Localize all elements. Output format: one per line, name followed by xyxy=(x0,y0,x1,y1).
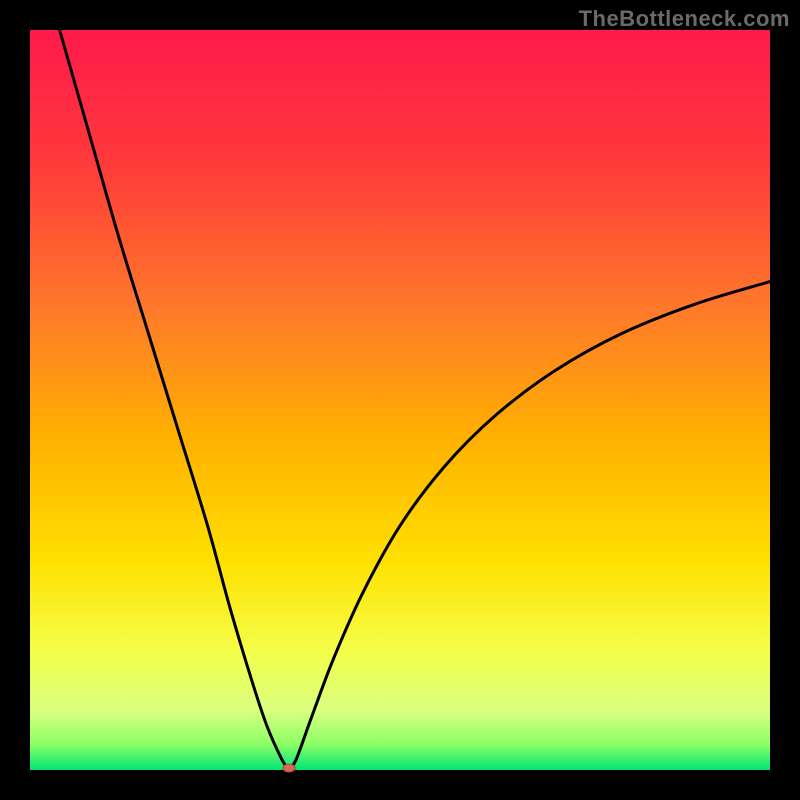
optimal-point-marker xyxy=(283,764,295,772)
chart-container: TheBottleneck.com xyxy=(0,0,800,800)
chart-svg xyxy=(0,0,800,800)
plot-background xyxy=(30,30,770,770)
